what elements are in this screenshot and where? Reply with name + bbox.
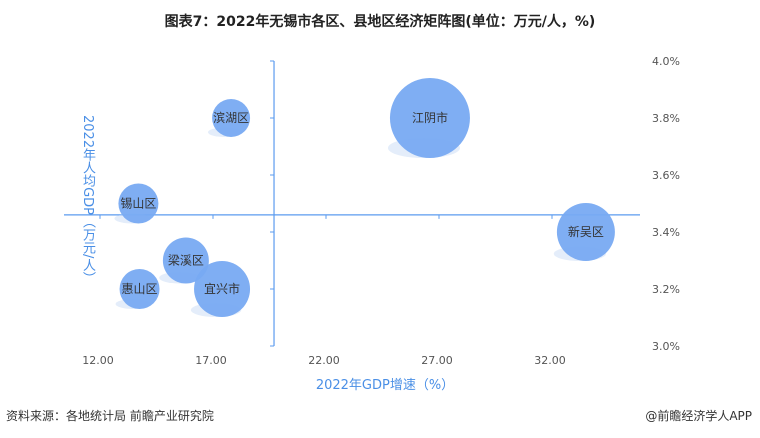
y-tick-label: 3.4% bbox=[652, 226, 680, 239]
bubble bbox=[162, 237, 209, 284]
bubble-label: 惠山区 bbox=[122, 282, 158, 296]
bubble bbox=[118, 183, 159, 224]
brand-label: @前瞻经济学人APP bbox=[645, 409, 752, 423]
x-tick-label: 17.00 bbox=[195, 354, 227, 367]
y-tick-label: 4.0% bbox=[652, 55, 680, 68]
bubble bbox=[556, 203, 615, 261]
chart-title: 图表7：2022年无锡市各区、县地区经济矩阵图(单位：万元/人，%) bbox=[164, 14, 596, 30]
source-note: 资料来源：各地统计局 前瞻产业研究院 bbox=[6, 409, 214, 423]
x-axis-title: 2022年GDP增速（%） bbox=[315, 378, 455, 393]
y-tick-label: 3.8% bbox=[652, 112, 680, 125]
bubble-label: 新吴区 bbox=[568, 224, 604, 239]
x-tick-label: 12.00 bbox=[82, 354, 114, 367]
x-tick-label: 32.00 bbox=[534, 354, 566, 367]
bubble bbox=[212, 99, 251, 137]
bubble-label: 江阴市 bbox=[412, 110, 448, 125]
bubble-label: 锡山区 bbox=[120, 196, 156, 211]
bubble-label: 梁溪区 bbox=[168, 253, 204, 268]
x-tick-label: 27.00 bbox=[421, 354, 453, 367]
y-tick-label: 3.0% bbox=[652, 340, 680, 353]
bubble bbox=[119, 269, 160, 309]
bubble-label: 宜兴市 bbox=[204, 281, 240, 296]
bubble bbox=[194, 261, 251, 317]
x-tick-label: 22.00 bbox=[308, 354, 340, 367]
y-axis-title: 2022年人均GDP（万元/人） bbox=[80, 115, 95, 285]
y-tick-label: 3.2% bbox=[652, 283, 680, 296]
bubble-label: 滨湖区 bbox=[213, 110, 249, 125]
y-tick-label: 3.6% bbox=[652, 169, 680, 182]
bubble bbox=[389, 78, 470, 158]
